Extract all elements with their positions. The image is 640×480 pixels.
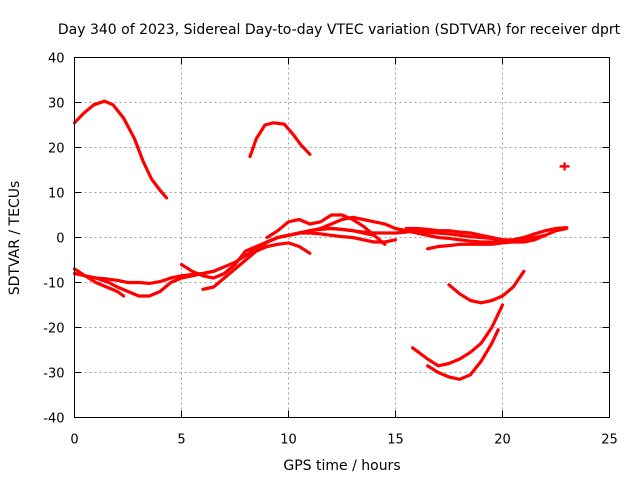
series-arc-midday-high: [248, 121, 312, 159]
y-tick-label: -40: [43, 412, 64, 427]
series-arc-l: [411, 303, 505, 368]
series-arc-c: [94, 241, 312, 298]
y-tick-label: 20: [48, 142, 65, 157]
tick-labels: -40 -30 -20 -10 0 10 20 30 40 0 5 10 15 20 25: [43, 52, 618, 448]
data-series: [72, 99, 570, 381]
series-arc-b: [72, 267, 126, 298]
series-arc-k: [447, 269, 526, 305]
x-tick-label: 20: [494, 433, 511, 448]
y-tick-label: 30: [48, 97, 65, 112]
x-tick-label: 15: [387, 433, 404, 448]
series-arc-h: [319, 215, 569, 244]
x-tick-label: 10: [280, 433, 297, 448]
y-tick-label: 10: [48, 187, 65, 202]
y-tick-label: -20: [43, 322, 64, 337]
series-arc-m: [426, 328, 500, 381]
x-tick-label: 5: [177, 433, 185, 448]
y-tick-label: 0: [56, 232, 64, 247]
y-tick-label: 40: [48, 52, 65, 67]
y-tick-label: -10: [43, 277, 64, 292]
y-tick-label: -30: [43, 367, 64, 382]
chart-title: Day 340 of 2023, Sidereal Day-to-day VTE…: [58, 22, 621, 38]
series-arc-f: [244, 231, 398, 258]
x-tick-label: 0: [70, 433, 78, 448]
plot-frame: [74, 57, 610, 418]
series-point-late: [559, 162, 570, 171]
series-arc-j: [426, 233, 547, 251]
series-arc-g: [265, 213, 387, 246]
x-tick-label: 25: [601, 433, 618, 448]
series-arc-morning-high: [72, 99, 169, 200]
y-axis-label: SDTVAR / TECUs: [7, 181, 23, 296]
x-axis-label: GPS time / hours: [283, 458, 400, 474]
